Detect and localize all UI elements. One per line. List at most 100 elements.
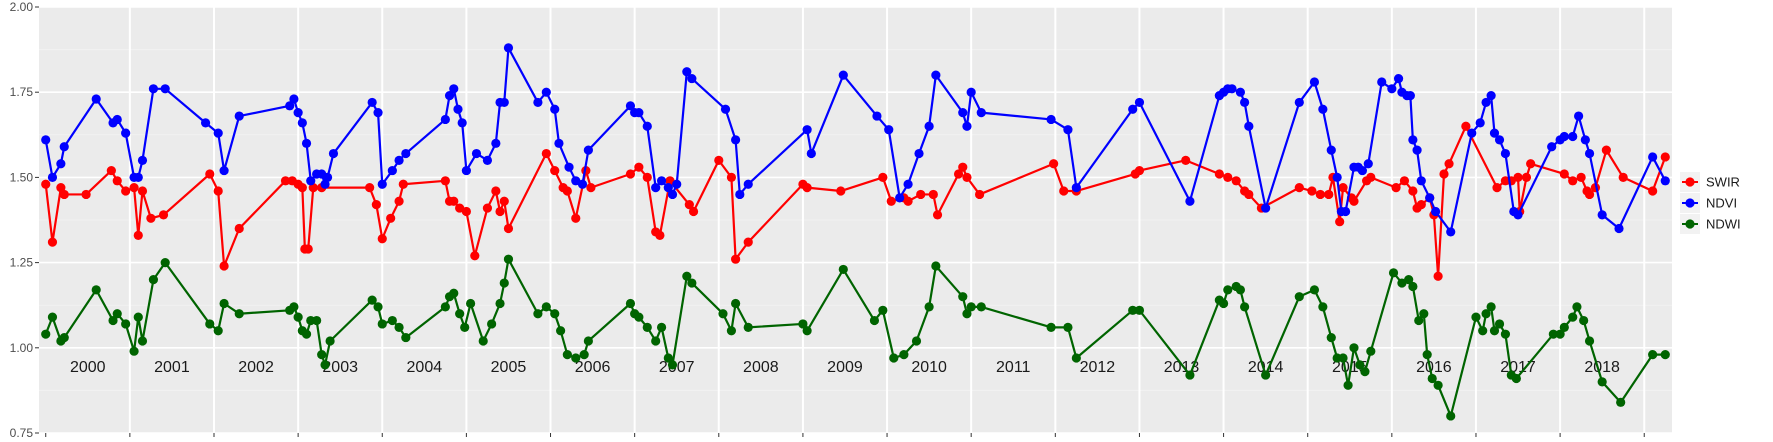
data-point-ndwi [91,285,101,295]
data-point-ndwi [133,312,143,322]
data-point-ndvi [1486,91,1496,101]
year-label: 2008 [743,359,779,376]
data-point-ndwi [556,326,566,336]
data-point-swir [1315,189,1325,200]
data-point-ndwi [367,295,377,305]
data-point-ndvi [219,165,229,176]
data-point-ndwi [129,346,139,356]
data-point-ndwi [1494,319,1505,329]
data-point-ndwi [1388,268,1399,278]
year-label: 2010 [911,359,947,376]
year-label: 2003 [322,359,358,376]
data-point-swir [371,200,381,210]
data-point-ndvi [148,84,159,94]
data-point-ndwi [1309,285,1320,295]
data-point-swir [470,251,480,261]
y-tick-label: 0.75 [10,426,34,440]
data-point-swir [974,189,985,200]
data-point-ndwi [293,312,303,322]
data-point-ndwi [1294,292,1304,302]
data-point-ndvi [328,148,339,159]
year-label: 2018 [1584,359,1620,376]
year-label: 2001 [154,359,190,376]
data-point-ndvi [1240,97,1250,108]
data-point-ndwi [478,336,488,346]
data-point-ndwi [1414,315,1424,326]
data-point-ndwi [743,322,753,332]
data-point-ndvi [457,118,467,128]
data-point-ndvi [550,104,560,114]
data-point-ndwi [687,278,697,288]
legend-key-point [1685,177,1695,187]
data-point-ndvi [541,87,551,97]
data-point-ndwi [1572,302,1582,312]
data-point-ndwi [499,278,509,288]
data-point-swir [1439,169,1449,179]
data-point-ndwi [878,305,888,315]
data-point-ndvi [1648,152,1658,162]
legend-key-point [1685,219,1695,229]
legend-label-ndvi: NDVI [1706,196,1737,211]
data-point-swir [495,206,505,217]
y-tick-label: 1.25 [10,256,34,270]
data-point-ndwi [1223,285,1233,295]
data-point-swir [1231,176,1241,186]
data-point-swir [213,186,223,196]
data-point-ndvi [297,118,307,128]
data-point-ndwi [869,315,880,326]
data-point-swir [158,210,169,220]
data-point-ndwi [1218,298,1229,309]
data-point-swir [1059,186,1069,196]
data-point-ndwi [121,319,131,329]
data-point-ndwi [394,322,404,332]
data-point-ndwi [1128,305,1138,315]
data-point-ndvi [554,138,564,148]
data-point-swir [1223,172,1233,182]
series-ndvi [41,43,1670,237]
legend: SWIR NDVI NDWI [1680,172,1741,234]
series-line-swir [44,125,1667,278]
data-point-swir [1513,172,1523,182]
data-point-swir [1526,159,1536,169]
data-point-swir [562,186,572,196]
data-point-swir [642,172,652,182]
data-point-ndwi [449,288,459,298]
data-point-ndvi [806,148,816,159]
data-point-ndwi [112,309,122,319]
data-point-ndwi [1338,353,1348,363]
data-point-ndwi [325,336,335,346]
data-point-ndvi [1309,77,1320,87]
data-point-ndvi [133,172,143,182]
data-point-swir [541,148,551,159]
data-point-ndvi [285,101,295,111]
data-point-ndwi [1071,353,1081,363]
data-point-swir [146,213,156,223]
data-point-ndvi [471,148,482,159]
year-label: 2009 [827,359,863,376]
data-point-ndvi [687,73,697,84]
year-label: 2011 [996,359,1031,376]
data-point-ndwi [651,336,661,346]
data-point-ndwi [1419,309,1429,319]
data-point-ndwi [899,350,909,360]
data-point-ndwi [1318,302,1328,312]
y-tick-label: 2.00 [10,0,34,14]
data-point-ndwi [583,336,593,346]
data-point-ndvi [440,114,450,125]
data-point-ndvi [1574,111,1584,121]
data-point-swir [1349,196,1359,206]
data-point-ndvi [121,128,131,138]
data-point-swir [280,176,291,186]
data-point-ndvi [137,155,148,165]
data-point-swir [802,183,812,193]
data-point-ndwi [1349,343,1359,353]
data-point-ndvi [112,114,122,125]
data-point-ndvi [634,108,644,118]
data-point-swir [962,172,972,182]
data-point-ndvi [1412,145,1422,155]
data-point-ndvi [1046,114,1056,125]
data-point-ndvi [1244,121,1254,131]
data-point-swir [1601,145,1611,155]
data-point-swir [1576,172,1586,182]
